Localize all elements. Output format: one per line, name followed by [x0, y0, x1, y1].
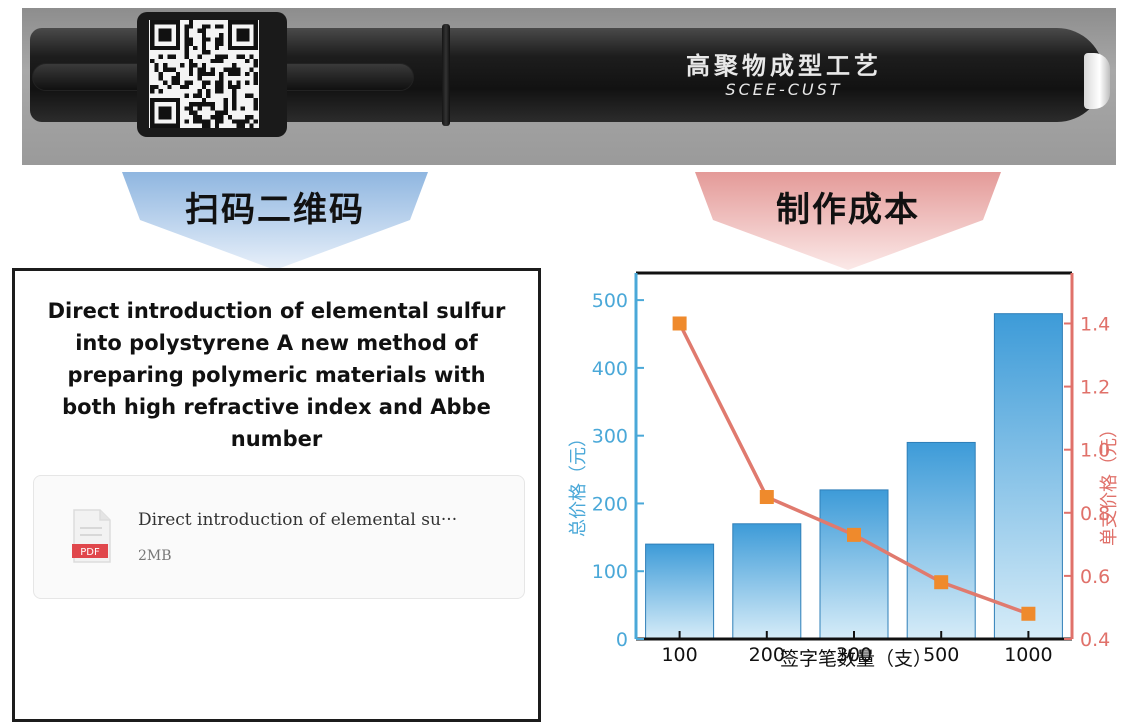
x-tick-label-500: 500	[923, 644, 959, 666]
y2-tick-label: 1.2	[1080, 377, 1110, 399]
qr-sticker	[137, 12, 287, 137]
y-tick-label: 0	[616, 629, 628, 651]
bar-300	[819, 489, 889, 640]
y2-tick-label: 0.4	[1080, 629, 1110, 651]
y2-axis-label: 单支价格（元）	[1099, 420, 1120, 546]
y2-tick-label: 0.6	[1080, 566, 1110, 588]
document-title: Direct introduction of elemental sulfur …	[47, 299, 506, 451]
y-tick-label: 400	[592, 358, 628, 380]
pdf-file-card[interactable]: PDF Direct introduction of elemental su·…	[33, 475, 525, 599]
pen-photo: 高聚物成型工艺 SCEE-CUST	[22, 8, 1116, 165]
y2-tick-label: 0.8	[1080, 503, 1110, 525]
unit-price-point-200	[759, 490, 774, 505]
pen-brand: 高聚物成型工艺 SCEE-CUST	[664, 52, 904, 100]
x-tick-label-200: 200	[749, 644, 785, 666]
bar-100	[645, 543, 715, 640]
unit-price-point-500	[934, 575, 949, 590]
scan-qr-label: 扫码二维码	[185, 190, 365, 230]
document-panel: Direct introduction of elemental sulfur …	[12, 268, 541, 722]
file-size: 2MB	[138, 548, 172, 564]
pen-cap-seam	[442, 24, 450, 126]
x-tick-label-100: 100	[661, 644, 697, 666]
cost-label: 制作成本	[776, 190, 920, 230]
x-tick-label-1000: 1000	[1004, 644, 1052, 666]
bar-500	[906, 441, 976, 640]
pdf-file-icon: PDF	[72, 509, 111, 563]
pen-brand-english: SCEE-CUST	[725, 80, 843, 99]
pen-tip	[1084, 53, 1110, 109]
y-axis-label: 总价格（元）	[568, 429, 589, 537]
unit-price-point-100	[672, 316, 687, 331]
x-tick-label-300: 300	[836, 644, 872, 666]
cost-chart: 0 100 200 300 400 500 0.4 0.6 0.8 1.0 1.2 1.4 100 200…	[568, 271, 1120, 670]
pen-brand-chinese: 高聚物成型工艺	[686, 52, 882, 80]
bar-200	[732, 523, 802, 640]
bar-1000	[993, 313, 1063, 640]
left-down-arrow	[122, 172, 428, 270]
y2-tick-label: 1.4	[1080, 313, 1110, 335]
file-name: Direct introduction of elemental su···	[138, 510, 458, 530]
y2-tick-label: 1.0	[1080, 440, 1110, 462]
x-axis-label: 签字笔数量（支）	[780, 648, 932, 670]
y-tick-label: 200	[592, 493, 628, 515]
unit-price-point-1000	[1021, 606, 1036, 621]
y-tick-label: 300	[592, 426, 628, 448]
qr-code-icon[interactable]	[149, 20, 259, 128]
unit-price-point-300	[847, 527, 861, 542]
y-tick-label: 100	[592, 561, 628, 583]
pdf-badge: PDF	[80, 547, 100, 558]
y-tick-label: 500	[592, 290, 628, 312]
right-down-arrow	[695, 172, 1001, 270]
